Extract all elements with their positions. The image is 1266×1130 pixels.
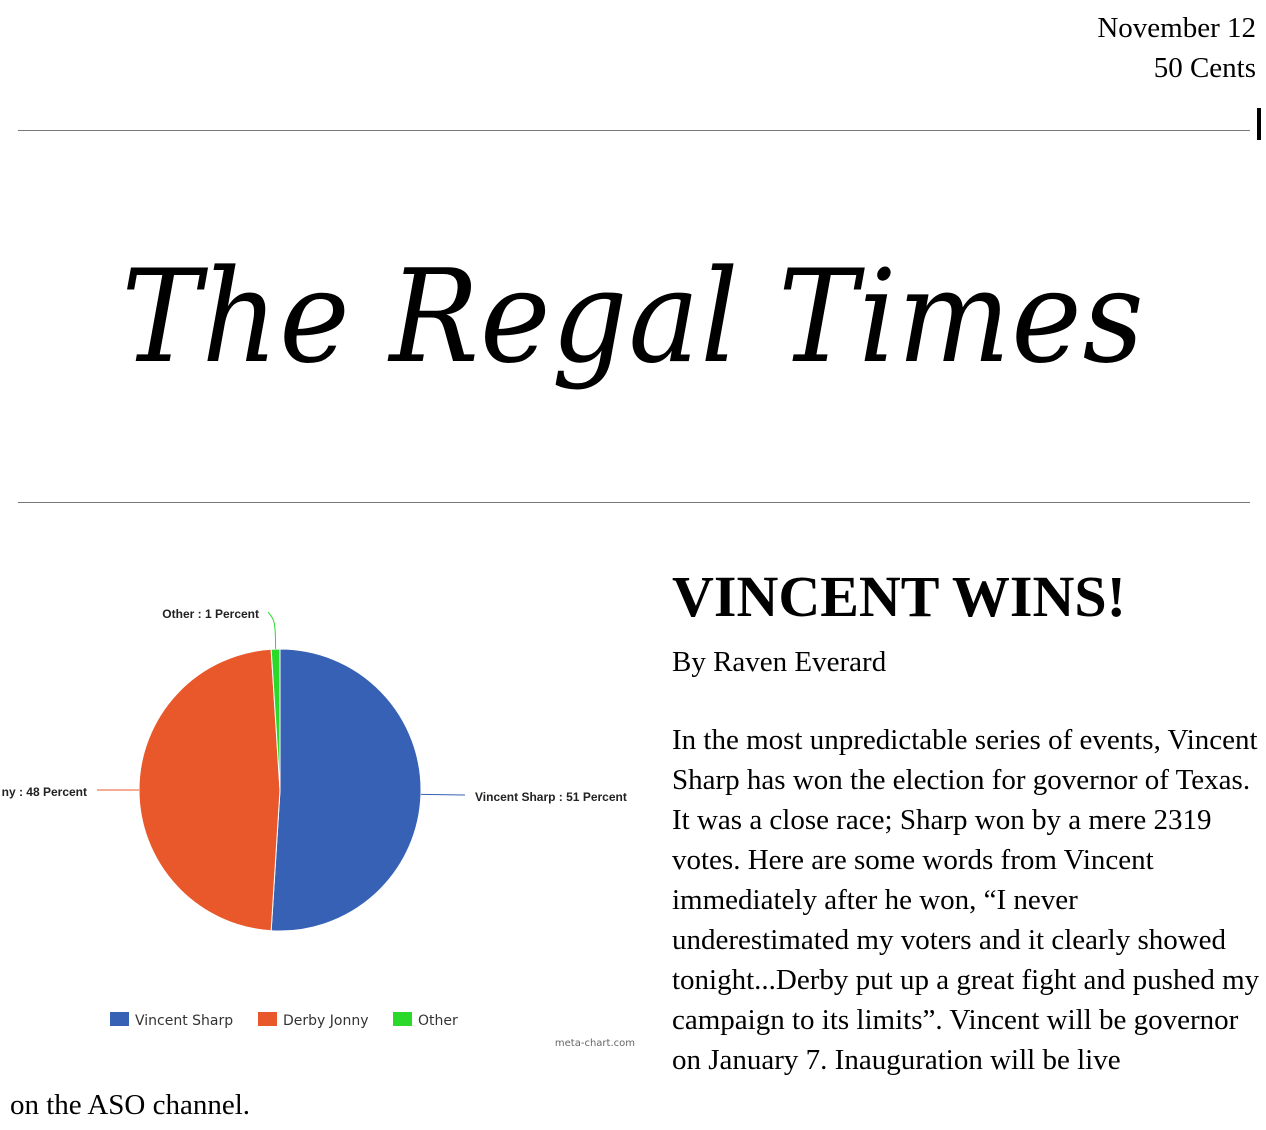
byline: By Raven Everard [672,646,887,678]
issue-price: 50 Cents [1153,52,1256,84]
leader-line-vincent-sharp [420,793,466,796]
legend-label-derby-jonny: Derby Jonny [283,1013,369,1029]
headline: VINCENT WINS! [672,564,1126,629]
leader-line-other [267,611,277,650]
pie-slice-other [270,648,281,791]
masthead-title: The Regal Times [121,243,1145,392]
article-continuation: on the ASO channel. [10,1089,251,1121]
slice-label-derby-jonny: ny : 48 Percent [2,785,87,799]
top-divider [18,130,1250,131]
legend-label-vincent-sharp: Vincent Sharp [135,1013,233,1029]
article: VINCENT WINS! By Raven Everard In the mo… [672,562,1262,1080]
pie-slice-derby-jonny [138,648,281,932]
legend-swatch-other [393,1012,412,1026]
text-cursor [1257,108,1261,140]
legend-swatch-derby-jonny [258,1012,277,1026]
pie-chart-svg: Vincent Sharp : 51 Percent ny : 48 Percen… [2,607,635,1049]
chart-credit: meta-chart.com [555,1038,635,1049]
issue-date: November 12 [1097,12,1256,44]
masthead-divider [18,502,1250,503]
election-pie-chart: Vincent Sharp : 51 Percent ny : 48 Percen… [0,560,650,1060]
legend-swatch-vincent-sharp [110,1012,129,1026]
pie-slice-vincent-sharp [270,648,422,932]
legend-label-other: Other [418,1013,458,1029]
slice-label-vincent-sharp: Vincent Sharp : 51 Percent [475,790,627,804]
dateline: November 12 50 Cents [1097,8,1256,88]
article-body: In the most unpredictable series of even… [672,724,1260,1076]
slice-label-other: Other : 1 Percent [162,607,259,621]
